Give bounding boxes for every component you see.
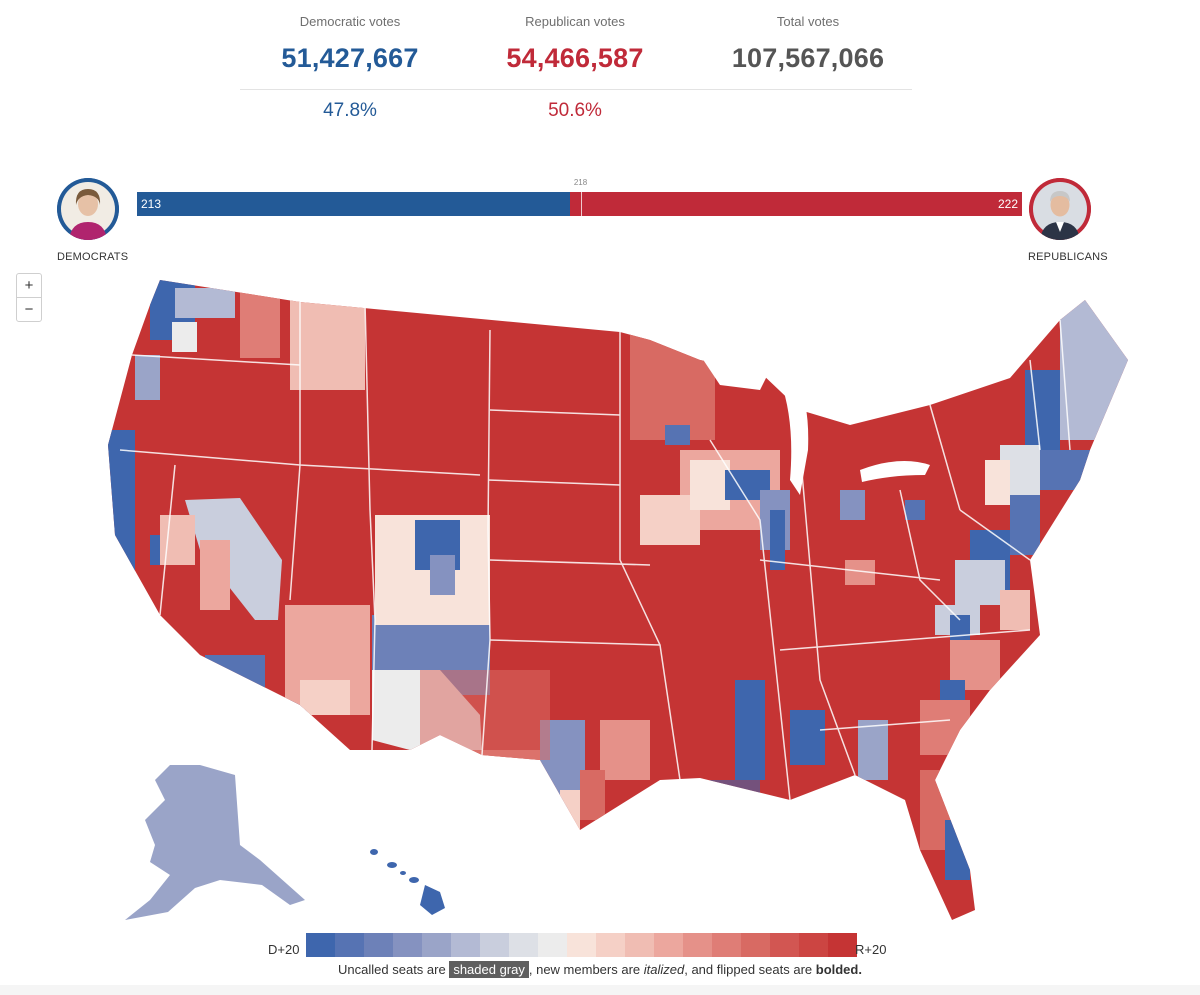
legend-swatch	[567, 933, 596, 957]
legend-footnote: Uncalled seats are shaded gray, new memb…	[0, 961, 1200, 978]
democratic-votes-value: 51,427,667	[281, 43, 419, 73]
footnote-text-2: , new members are	[528, 962, 644, 977]
republican-votes-label: Republican votes	[525, 14, 625, 29]
republican-seat-count: 222	[997, 197, 1018, 211]
legend-swatch	[509, 933, 538, 957]
legend-swatch	[741, 933, 770, 957]
legend-swatch	[770, 933, 799, 957]
democratic-seat-count: 213	[141, 197, 162, 211]
legend-swatch	[683, 933, 712, 957]
total-votes-label: Total votes	[776, 14, 840, 29]
footnote-italic: italized	[643, 962, 685, 977]
majority-line	[580, 192, 582, 216]
republican-seats-bar	[570, 192, 1022, 216]
us-house-district-map[interactable]	[0, 260, 1200, 925]
democrats-label: DEMOCRATS	[57, 251, 129, 263]
democratic-leader-avatar	[57, 178, 119, 240]
legend-swatch	[538, 933, 567, 957]
footnote-highlight: shaded gray	[449, 961, 529, 978]
democratic-seats-bar	[137, 192, 571, 216]
democratic-vote-percent: 47.8%	[323, 100, 377, 121]
republican-leader-avatar	[1029, 178, 1091, 240]
republican-votes-value: 54,466,587	[506, 43, 644, 73]
democratic-votes-label: Democratic votes	[299, 14, 401, 29]
footnote-text-3: , and flipped seats are	[684, 962, 816, 977]
footnote-text-1: Uncalled seats are	[338, 962, 450, 977]
republican-votes: Republican votes 54,466,587	[465, 14, 685, 74]
total-votes: Total votes 107,567,066	[698, 14, 918, 74]
contiguous-states	[108, 280, 1128, 920]
zoom-out-button[interactable]: −	[17, 297, 41, 321]
legend-swatch	[306, 933, 335, 957]
vote-divider	[240, 89, 912, 90]
legend-swatch	[364, 933, 393, 957]
legend-swatch	[828, 933, 857, 957]
majority-threshold-label: 218	[573, 178, 588, 187]
legend-rep-label: R+20	[855, 942, 887, 957]
total-votes-value: 107,567,066	[731, 43, 885, 73]
zoom-in-button[interactable]: +	[24, 277, 34, 294]
republicans-label: REPUBLICANS	[1028, 251, 1108, 263]
legend-swatch	[393, 933, 422, 957]
democratic-votes: Democratic votes 51,427,667	[240, 14, 460, 74]
legend-dem-label: D+20	[268, 942, 300, 957]
legend-swatch	[335, 933, 364, 957]
bottom-strip	[0, 985, 1200, 995]
legend-swatch	[480, 933, 509, 957]
seat-count-bar: 213 222	[137, 192, 1022, 216]
legend-swatch	[654, 933, 683, 957]
legend-swatch	[422, 933, 451, 957]
footnote-bold: bolded.	[815, 962, 862, 977]
hawaii	[370, 849, 445, 915]
legend-swatch	[596, 933, 625, 957]
legend-swatch	[712, 933, 741, 957]
legend-swatch	[799, 933, 828, 957]
partisan-lean-legend	[306, 933, 857, 957]
zoom-control: + −	[16, 273, 42, 322]
legend-swatch	[625, 933, 654, 957]
republican-vote-percent: 50.6%	[548, 100, 602, 121]
alaska	[125, 765, 305, 920]
legend-swatch	[451, 933, 480, 957]
